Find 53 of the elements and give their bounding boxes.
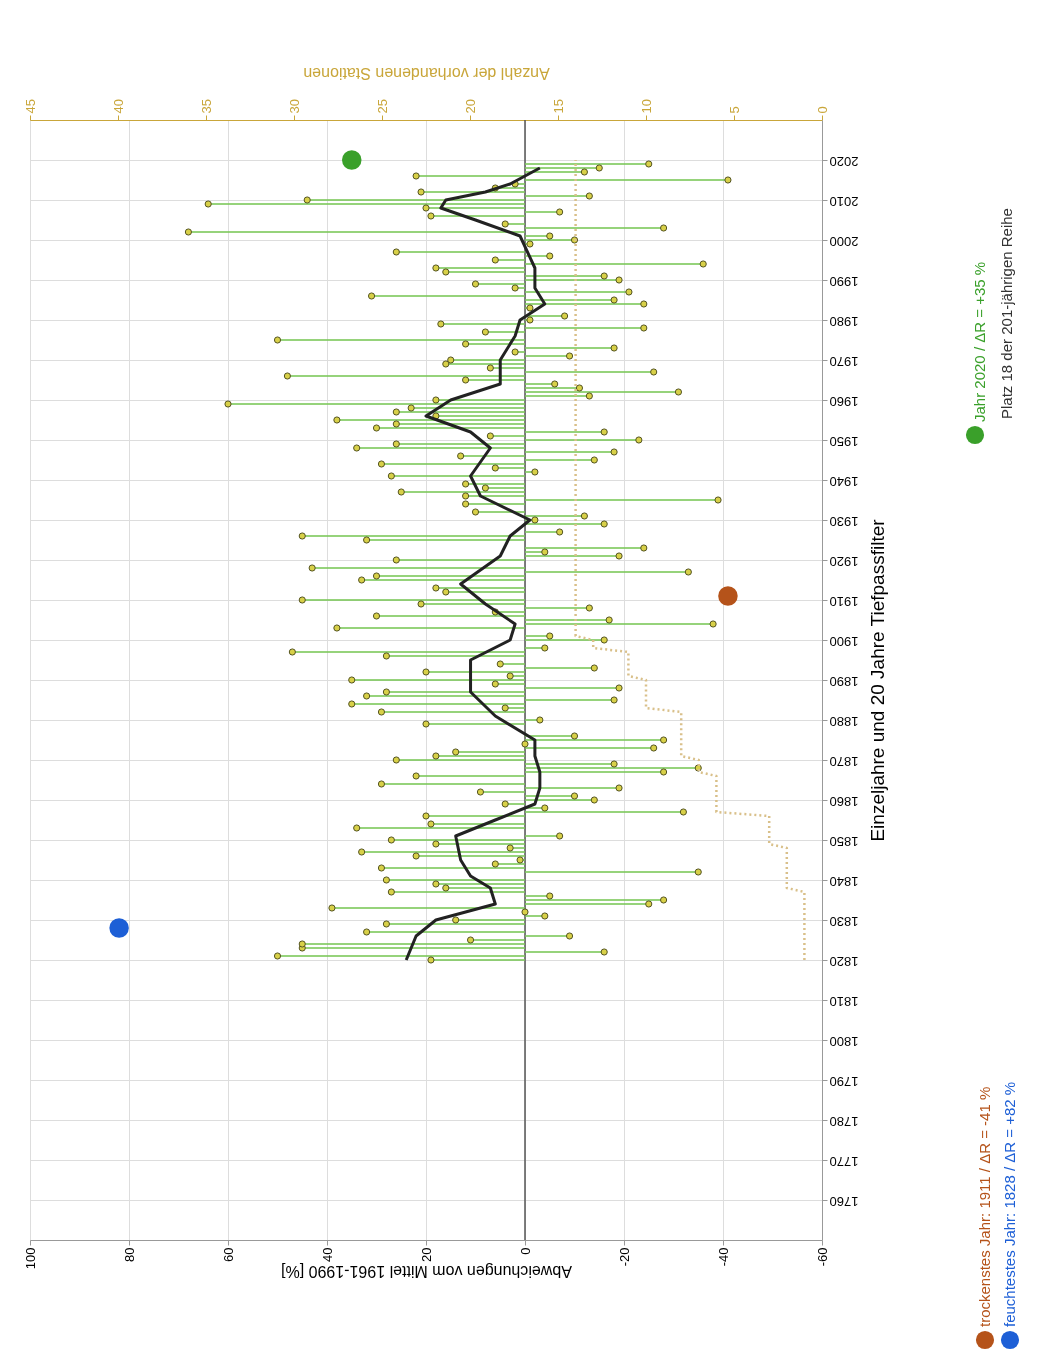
- text: Platz 18 der 201-jährigen Reihe: [998, 208, 1015, 419]
- y-axis-title: Einzeljahre und 20 Jahre Tiefpassfilter: [867, 518, 889, 842]
- y-tick-label: 1890: [829, 673, 859, 689]
- x2-tick-label: 10: [638, 99, 654, 114]
- x-axis-title: Abweichungen vom Mittel 1961-1990 [%]: [281, 1263, 572, 1281]
- y-tick-label: 1900: [829, 633, 859, 649]
- y-tick-label: 1810: [829, 993, 859, 1009]
- x-tick-label: -40: [715, 1247, 731, 1267]
- x-tick-label: 40: [319, 1247, 335, 1262]
- y-tick-label: 1840: [829, 873, 859, 889]
- y-tick-label: 1910: [829, 593, 859, 609]
- y-tick-label: 1760: [829, 1193, 859, 1209]
- x2-tick-label: 35: [198, 99, 214, 114]
- y-tick-label: 1850: [829, 833, 859, 849]
- x-tick-label: 0: [517, 1247, 533, 1255]
- x2-tick-label: 0: [814, 106, 830, 114]
- x2-tick-label: 45: [22, 99, 38, 114]
- y-tick-label: 1830: [829, 913, 859, 929]
- text: trockenstes Jahr: 1911 / ΔR = -41 %: [976, 1086, 993, 1327]
- y-tick-label: 1880: [829, 713, 859, 729]
- y-tick-label: 2000: [829, 233, 859, 249]
- x2-tick-label: 40: [110, 99, 126, 114]
- y-tick-label: 1770: [829, 1153, 859, 1169]
- y-tick-label: 1970: [829, 353, 859, 369]
- y-tick-label: 1940: [829, 473, 859, 489]
- x2-tick-label: 15: [550, 99, 566, 114]
- x2-tick-label: 20: [462, 99, 478, 114]
- x-tick-label: -60: [814, 1247, 830, 1267]
- x-tick-label: 20: [418, 1247, 434, 1262]
- x-tick-label: -20: [616, 1247, 632, 1267]
- y-tick-label: 1950: [829, 433, 859, 449]
- y-tick-label: 1990: [829, 273, 859, 289]
- y-tick-label: 2010: [829, 193, 859, 209]
- x-tick-label: 60: [220, 1247, 236, 1262]
- text: Jahr 2020 / ΔR = +35 %: [971, 261, 988, 422]
- y-tick-label: 1790: [829, 1073, 859, 1089]
- y-tick-label: 2020: [829, 153, 859, 169]
- x2-tick-label: 30: [286, 99, 302, 114]
- text: feuchtestes Jahr: 1828 / ΔR = +82 %: [1001, 1081, 1018, 1327]
- x2-tick-label: 5: [726, 106, 742, 114]
- y-tick-label: 1920: [829, 553, 859, 569]
- y-tick-label: 1860: [829, 793, 859, 809]
- x2-tick-label: 25: [374, 99, 390, 114]
- x-tick-label: 100: [22, 1247, 38, 1270]
- y-tick-label: 1870: [829, 753, 859, 769]
- y-tick-label: 1780: [829, 1113, 859, 1129]
- x-tick-label: 80: [121, 1247, 137, 1262]
- y-tick-label: 1930: [829, 513, 859, 529]
- y-tick-label: 1800: [829, 1033, 859, 1049]
- y-tick-label: 1960: [829, 393, 859, 409]
- y-tick-label: 1820: [829, 953, 859, 969]
- x2-axis-title: Anzahl der vorhandenen Stationen: [303, 65, 550, 83]
- y-tick-label: 1980: [829, 313, 859, 329]
